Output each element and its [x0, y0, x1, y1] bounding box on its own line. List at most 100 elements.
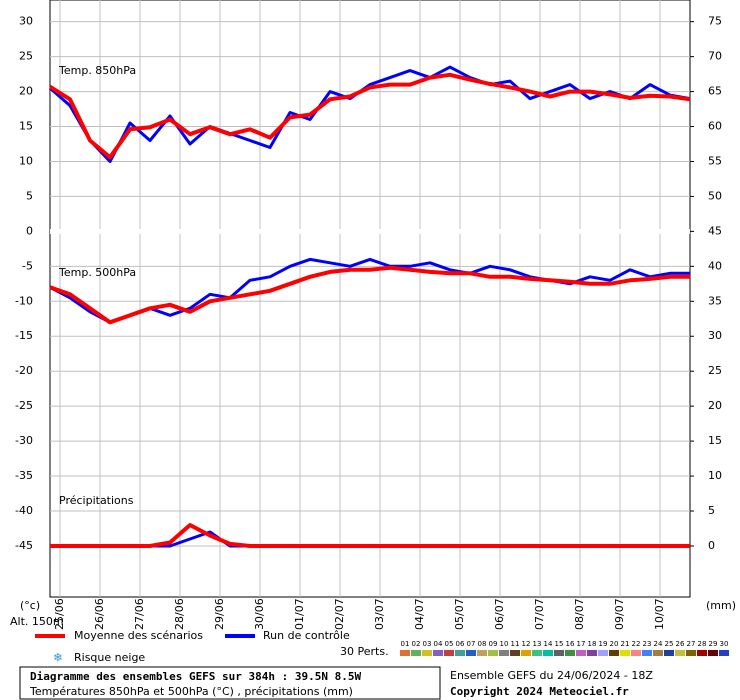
legend-label: Moyenne des scénarios	[74, 629, 203, 642]
panel-gap	[50, 229, 690, 234]
x-tick-label: 27/06	[133, 598, 146, 630]
x-tick-label: 01/07	[293, 598, 306, 630]
y2-axis-label: (mm)	[706, 599, 736, 612]
perturbation-label: 08	[478, 640, 487, 648]
perturbation-swatch	[719, 650, 729, 656]
perturbation-label: 05	[445, 640, 454, 648]
perturbation-label: 12	[522, 640, 531, 648]
y2-tick-label: 55	[708, 154, 722, 167]
perturbation-label: 09	[489, 640, 498, 648]
perturbation-label: 21	[621, 640, 630, 648]
x-tick-label: 04/07	[413, 598, 426, 630]
x-tick-label: 02/07	[333, 598, 346, 630]
perturbation-label: 29	[709, 640, 718, 648]
perturbation-label: 10	[500, 640, 509, 648]
perturbation-label: 24	[654, 640, 663, 648]
y2-tick-label: 30	[708, 329, 722, 342]
perturbation-swatch	[697, 650, 707, 656]
series-line	[49, 65, 691, 163]
x-tick-label: 26/06	[93, 598, 106, 630]
x-tick-label: 07/07	[533, 598, 546, 630]
perturbation-swatch	[664, 650, 674, 656]
y2-tick-label: 10	[708, 469, 722, 482]
perturbation-swatch	[466, 650, 476, 656]
perturbation-label: 15	[555, 640, 564, 648]
perturbation-label: 20	[610, 640, 619, 648]
perturbation-swatch	[587, 650, 597, 656]
perturbation-swatch	[598, 650, 608, 656]
perturbation-label: 17	[577, 640, 586, 648]
y2-tick-label: 25	[708, 364, 722, 377]
perturbation-label: 22	[632, 640, 641, 648]
y2-tick-label: 40	[708, 259, 722, 272]
x-tick-label: 09/07	[613, 598, 626, 630]
y2-tick-label: 0	[708, 539, 715, 552]
perturbation-swatch	[653, 650, 663, 656]
perturbations-label: 30 Perts.	[340, 645, 389, 658]
perturbation-swatch	[642, 650, 652, 656]
perturbation-swatch	[510, 650, 520, 656]
x-tick-label: 08/07	[573, 598, 586, 630]
y2-tick-label: 45	[708, 224, 722, 237]
perturbation-label: 14	[544, 640, 553, 648]
y-tick-label: -5	[22, 259, 33, 272]
perturbation-label: 02	[412, 640, 421, 648]
perturbation-swatch	[532, 650, 542, 656]
y-tick-label: 30	[19, 15, 33, 28]
legend-label: Run de contrôle	[263, 629, 350, 642]
perturbation-swatch	[565, 650, 575, 656]
snow-label: Risque neige	[74, 651, 145, 664]
perturbation-label: 11	[511, 640, 520, 648]
perturbation-swatch	[411, 650, 421, 656]
perturbation-swatch	[543, 650, 553, 656]
perturbation-label: 04	[434, 640, 443, 648]
y2-tick-label: 70	[708, 50, 722, 63]
y-tick-label: -35	[15, 469, 33, 482]
altitude: Alt. 150m	[10, 615, 64, 628]
perturbation-label: 16	[566, 640, 575, 648]
panel-label: Temp. 850hPa	[58, 64, 136, 77]
y-tick-label: -15	[15, 329, 33, 342]
perturbation-swatch	[444, 650, 454, 656]
chart-title: Diagramme des ensembles GEFS sur 384h : …	[30, 670, 362, 683]
series-line	[49, 265, 690, 325]
y2-tick-label: 75	[708, 15, 722, 28]
y2-tick-label: 50	[708, 189, 722, 202]
perturbation-label: 06	[456, 640, 465, 648]
perturbation-label: 18	[588, 640, 597, 648]
y-tick-label: 20	[19, 85, 33, 98]
perturbation-swatch	[631, 650, 641, 656]
y2-tick-label: 60	[708, 120, 722, 133]
y-tick-label: 15	[19, 120, 33, 133]
perturbation-label: 30	[720, 640, 729, 648]
perturbation-swatch	[686, 650, 696, 656]
perturbation-label: 03	[423, 640, 432, 648]
perturbation-label: 28	[698, 640, 707, 648]
y-tick-label: 0	[26, 224, 33, 237]
x-tick-label: 06/07	[493, 598, 506, 630]
x-tick-label: 28/06	[173, 598, 186, 630]
perturbation-swatch	[400, 650, 410, 656]
series-line	[49, 257, 690, 324]
x-tick-label: 29/06	[213, 598, 226, 630]
perturbation-swatch	[675, 650, 685, 656]
perturbation-label: 13	[533, 640, 542, 648]
perturbation-swatch	[433, 650, 443, 656]
perturbation-swatch	[477, 650, 487, 656]
copyright: Copyright 2024 Meteociel.fr	[450, 685, 629, 698]
perturbation-label: 25	[665, 640, 674, 648]
y-tick-label: 25	[19, 50, 33, 63]
series-line	[50, 523, 690, 548]
perturbation-swatch	[499, 650, 509, 656]
x-tick-label: 10/07	[653, 598, 666, 630]
x-tick-label: 03/07	[373, 598, 386, 630]
title-box	[19, 666, 441, 700]
y-tick-label: 10	[19, 154, 33, 167]
chart-subtitle: Températures 850hPa et 500hPa (°C) , pré…	[29, 685, 353, 698]
perturbation-label: 19	[599, 640, 608, 648]
y-tick-label: -45	[15, 539, 33, 552]
perturbation-swatch	[455, 650, 465, 656]
perturbation-swatch	[422, 650, 432, 656]
y2-tick-label: 65	[708, 85, 722, 98]
